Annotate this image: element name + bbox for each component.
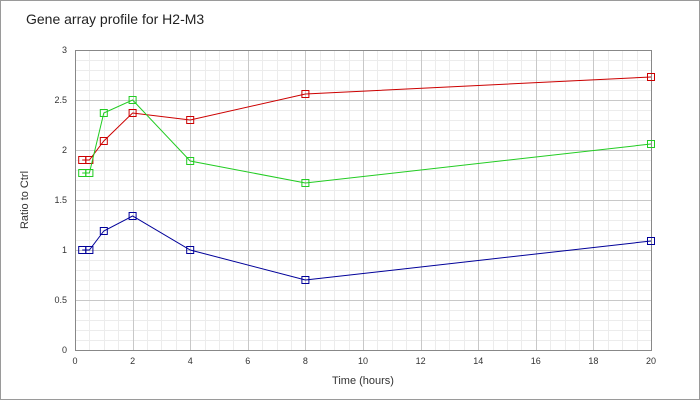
data-point-marker [128, 109, 137, 117]
data-point-marker [85, 246, 94, 254]
x-tick-label: 2 [130, 356, 135, 366]
series-2 [78, 96, 655, 187]
x-tick-label: 14 [473, 356, 483, 366]
data-point-marker [301, 179, 310, 187]
data-point-marker [186, 246, 195, 254]
x-tick-label: 0 [72, 356, 77, 366]
data-point-marker [128, 212, 137, 220]
data-point-marker [186, 116, 195, 124]
chart-title: Gene array profile for H2-M3 [26, 11, 205, 27]
y-axis-ticks: 0 0.5 1 1.5 2 2.5 3 [54, 45, 67, 355]
data-point-marker [85, 169, 94, 177]
data-point-marker [128, 96, 137, 104]
series-3 [78, 212, 655, 284]
x-tick-label: 20 [646, 356, 656, 366]
series-layer [78, 73, 655, 284]
data-point-marker [99, 109, 108, 117]
x-axis-label: Time (hours) [332, 375, 394, 387]
x-tick-label: 6 [245, 356, 250, 366]
data-point-marker [99, 137, 108, 145]
data-point-marker [301, 276, 310, 284]
data-point-marker [99, 227, 108, 235]
y-tick-label: 0 [62, 345, 67, 355]
series-line [82, 99, 652, 184]
data-point-marker [301, 90, 310, 98]
x-tick-label: 8 [303, 356, 308, 366]
y-tick-label: 1.5 [54, 195, 67, 205]
x-tick-label: 16 [531, 356, 541, 366]
x-tick-label: 4 [188, 356, 193, 366]
y-tick-label: 2.5 [54, 95, 67, 105]
y-tick-label: 2 [62, 145, 67, 155]
y-tick-label: 3 [62, 45, 67, 55]
data-point-marker [647, 237, 655, 245]
series-line [82, 76, 652, 161]
data-point-marker [647, 73, 655, 81]
y-tick-label: 0.5 [54, 295, 67, 305]
series-line [82, 215, 652, 281]
x-axis-ticks: 0 2 4 6 8 10 12 14 16 18 20 [72, 356, 656, 366]
y-tick-label: 1 [62, 245, 67, 255]
y-axis-label: Ratio to Ctrl [19, 171, 31, 229]
x-tick-label: 12 [416, 356, 426, 366]
x-tick-label: 10 [358, 356, 368, 366]
x-tick-label: 18 [588, 356, 598, 366]
data-point-marker [647, 140, 655, 148]
series-1 [78, 73, 655, 164]
data-point-marker [186, 157, 195, 165]
plot-area [75, 50, 652, 351]
